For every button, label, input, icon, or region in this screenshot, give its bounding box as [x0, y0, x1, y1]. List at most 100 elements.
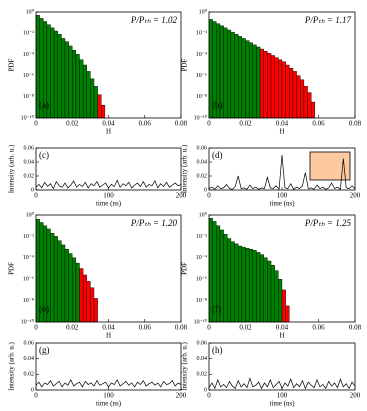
annotation: P/Pₜₕ = 1.02: [130, 15, 178, 25]
x-tick-label: 0.08: [175, 120, 188, 128]
trace-line: [208, 154, 356, 191]
annotation: P/Pₜₕ = 1.20: [130, 218, 178, 228]
y-tick-label: 10⁻¹⁰: [21, 318, 35, 325]
y-tick-label: 10⁰: [26, 211, 35, 218]
x-tick-label: 0: [34, 120, 38, 128]
y-tick-label: 10⁻⁸: [23, 298, 34, 304]
bar: [237, 245, 243, 323]
y-tick-label: 0.02: [197, 372, 208, 378]
bar: [241, 246, 246, 323]
bar: [311, 101, 316, 119]
bar: [289, 67, 294, 119]
panel-label: (g): [39, 345, 50, 355]
bar: [256, 252, 261, 323]
x-axis-label: time (ns): [96, 400, 122, 408]
bar: [97, 94, 102, 119]
annotation: P/Pₜₕ = 1.17: [304, 15, 352, 25]
bar: [256, 46, 261, 119]
plot-frame: [35, 147, 182, 191]
y-tick-label: 0.02: [197, 173, 208, 179]
bar: [248, 249, 253, 323]
bar: [234, 34, 239, 119]
x-tick-label: 200: [350, 392, 361, 400]
x-tick-label: 0.04: [102, 324, 115, 332]
plot-frame: [35, 214, 182, 323]
bar: [285, 305, 290, 323]
bar: [230, 241, 235, 323]
bar: [86, 281, 91, 323]
x-tick-label: 100: [277, 192, 288, 200]
y-tick-label: 10⁻⁸: [23, 94, 34, 100]
x-tick-label: 0.04: [276, 324, 289, 332]
bar: [90, 78, 95, 119]
x-tick-label: 0: [34, 392, 38, 400]
bar: [72, 49, 77, 119]
bar: [278, 279, 283, 323]
plot-frame: [208, 147, 356, 191]
bar: [252, 44, 257, 119]
bar: [75, 54, 80, 119]
x-axis-label: H: [279, 332, 284, 340]
bar: [75, 262, 80, 323]
x-tick-label: 0.02: [66, 324, 79, 332]
bar: [50, 232, 55, 323]
bar: [274, 270, 279, 323]
x-tick-label: 0.02: [239, 120, 252, 128]
inset-box: [309, 151, 351, 181]
y-tick-label: 0.06: [197, 145, 208, 151]
y-tick-label: 0.04: [197, 159, 208, 165]
bar: [285, 64, 290, 119]
y-axis-label: PDF: [8, 262, 16, 275]
x-tick-label: 100: [277, 392, 288, 400]
bar: [267, 260, 272, 323]
bar: [223, 234, 228, 323]
y-tick-label: 0: [204, 387, 207, 393]
x-tick-label: 0.06: [139, 120, 152, 128]
bar: [278, 59, 283, 119]
bar: [263, 257, 268, 323]
bar: [307, 92, 312, 119]
y-axis-label: PDF: [181, 58, 189, 71]
x-axis-label: H: [106, 128, 111, 136]
x-tick-label: 200: [350, 192, 361, 200]
y-tick-label: 10⁻²: [196, 31, 207, 37]
bar: [227, 238, 232, 323]
y-tick-label: 0.06: [24, 145, 35, 151]
bar: [90, 287, 95, 323]
y-tick-label: 10⁻²: [23, 234, 34, 240]
bar: [61, 244, 66, 323]
x-axis-label: H: [279, 128, 284, 136]
x-tick-label: 0.06: [139, 324, 152, 332]
bar: [82, 64, 87, 119]
bar: [72, 257, 77, 323]
y-axis-label: PDF: [181, 262, 189, 275]
y-axis-label: Intensity (arb. u.): [8, 144, 16, 193]
bar: [281, 289, 286, 323]
y-tick-label: 0.06: [24, 340, 35, 346]
bar: [82, 274, 87, 323]
plot-frame: [35, 11, 182, 119]
bar: [227, 29, 232, 119]
y-tick-label: 0.02: [24, 173, 35, 179]
y-tick-label: 0.04: [197, 356, 208, 362]
bar: [50, 27, 55, 119]
y-axis-label: PDF: [8, 58, 16, 71]
bar: [270, 265, 275, 323]
x-tick-label: 0: [207, 120, 211, 128]
x-axis-label: time (ns): [269, 400, 295, 408]
bar: [245, 40, 250, 119]
bar: [57, 34, 62, 119]
bar: [53, 30, 58, 119]
bar: [64, 249, 69, 323]
y-tick-label: 10⁰: [199, 8, 208, 15]
y-tick-label: 10⁻¹⁰: [194, 318, 208, 325]
bar: [259, 254, 264, 323]
y-tick-label: 10⁰: [26, 8, 35, 15]
bar: [79, 59, 84, 119]
y-tick-label: 10⁻⁸: [196, 298, 207, 304]
y-tick-label: 10⁻⁶: [23, 277, 34, 283]
bar: [281, 61, 286, 119]
panel-label: (b): [212, 100, 223, 110]
x-axis-label: time (ns): [96, 200, 122, 208]
